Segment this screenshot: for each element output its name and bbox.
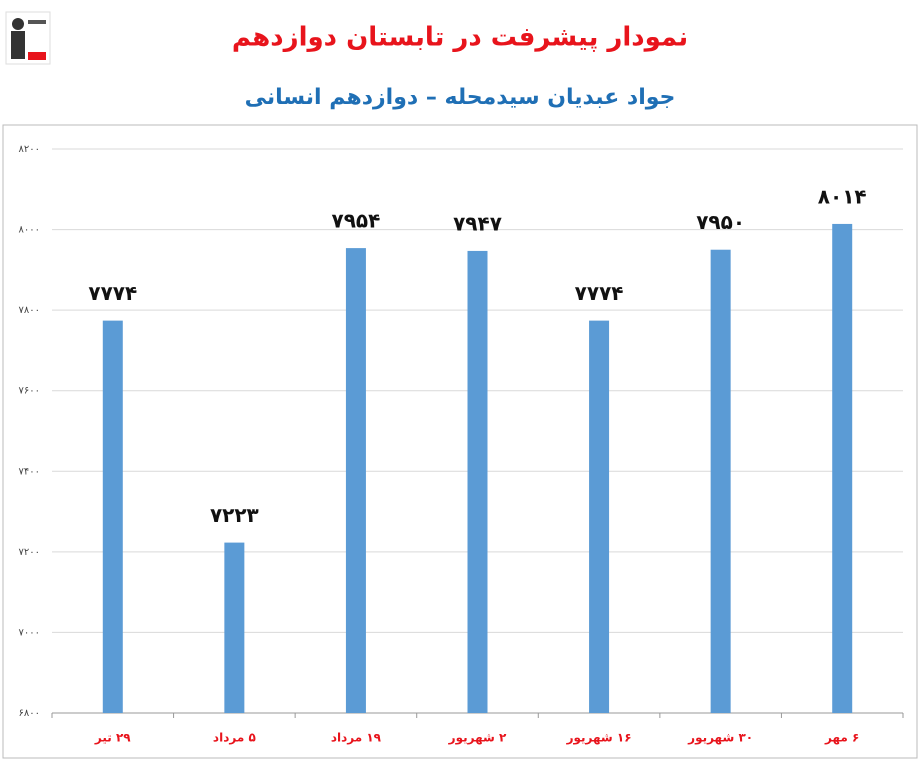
value-label: ۷۷۷۴ (88, 281, 137, 305)
value-label: ۸۰۱۴ (818, 184, 867, 208)
bar (224, 542, 245, 713)
bar (710, 249, 731, 713)
y-tick-label: ۶۸۰۰ (19, 708, 40, 719)
value-label: ۷۹۵۰ (696, 210, 745, 234)
x-tick-label: ۲۹ تیر (94, 731, 131, 745)
y-tick-label: ۸۰۰۰ (19, 225, 40, 236)
bar (589, 320, 610, 713)
chart-frame (2, 124, 918, 759)
chart-title: نمودار پیشرفت در تابستان دوازدهم (232, 23, 688, 53)
x-tick-label: ۳۰ شهریور (687, 731, 753, 746)
x-tick-label: ۱۹ مرداد (331, 731, 382, 745)
value-label: ۷۷۷۴ (575, 281, 624, 305)
y-tick-label: ۷۶۰۰ (19, 386, 40, 397)
value-label: ۷۹۴۷ (453, 211, 502, 235)
x-tick-label: ۲ شهریور (448, 731, 507, 746)
x-tick-label: ۶ مهر (824, 731, 859, 745)
y-tick-label: ۷۰۰۰ (19, 627, 40, 638)
bar (467, 250, 488, 713)
value-label: ۷۹۵۴ (332, 209, 381, 233)
bar (345, 248, 366, 714)
y-tick-label: ۸۲۰۰ (19, 144, 40, 155)
logo (5, 11, 51, 65)
y-tick-label: ۷۴۰۰ (19, 466, 40, 477)
chart-subtitle: جواد عبدیان سیدمحله – دوازدهم انسانی (245, 85, 676, 110)
value-label: ۷۲۲۳ (210, 503, 259, 527)
bar (832, 223, 853, 713)
x-tick-label: ۱۶ شهریور (566, 731, 632, 746)
bar (102, 320, 123, 713)
y-tick-label: ۷۲۰۰ (19, 547, 40, 558)
x-tick-label: ۵ مرداد (213, 731, 256, 745)
y-tick-label: ۷۸۰۰ (19, 305, 40, 316)
